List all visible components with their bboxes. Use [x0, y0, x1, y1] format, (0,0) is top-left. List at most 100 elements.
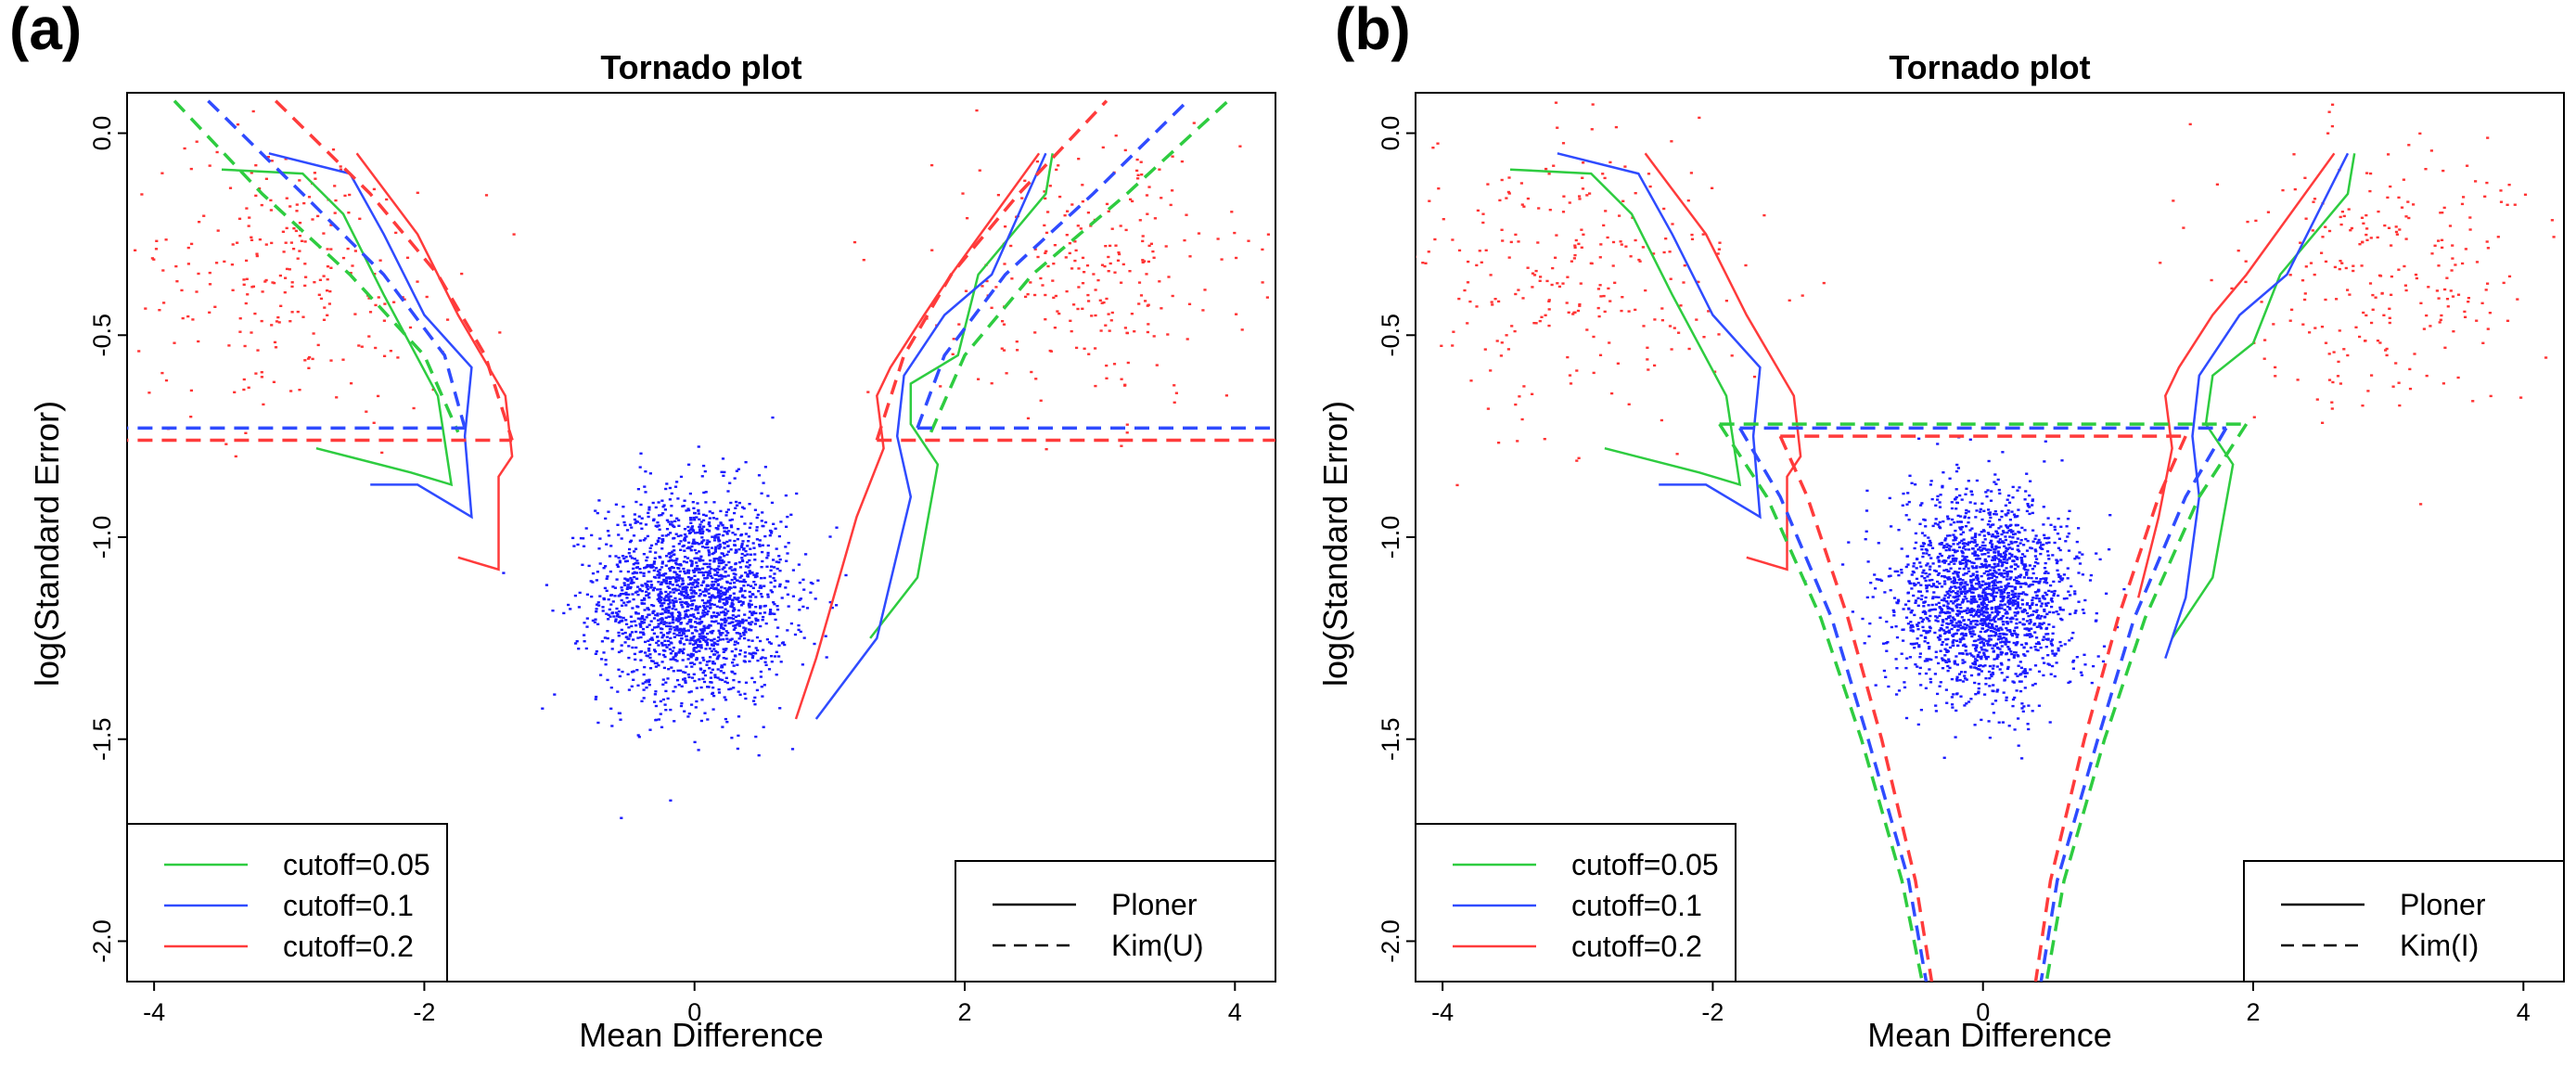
data-point: [751, 654, 755, 658]
data-point: [1938, 543, 1942, 546]
data-point: [1864, 538, 1867, 541]
data-point: [659, 618, 662, 621]
data-point: [1929, 544, 1932, 547]
data-point: [609, 545, 613, 547]
data-point: [1951, 518, 1954, 521]
data-point: [707, 551, 711, 554]
data-point: [248, 216, 251, 219]
data-point: [1928, 625, 1931, 628]
data-point: [1982, 614, 1986, 617]
data-point: [2003, 633, 2006, 636]
data-point: [1985, 495, 1989, 498]
data-point: [1943, 583, 1947, 585]
data-point: [687, 463, 691, 466]
data-point: [1972, 578, 1976, 581]
data-point: [289, 390, 293, 392]
data-point: [598, 537, 602, 540]
data-point: [656, 612, 660, 615]
data-point: [714, 586, 718, 589]
data-point: [1981, 541, 1985, 544]
data-point: [1087, 353, 1091, 355]
series-line-ploner-0_05: [221, 168, 454, 487]
data-point: [690, 608, 694, 610]
data-point: [1016, 349, 1019, 352]
data-point: [1987, 670, 1992, 674]
data-point: [1468, 300, 1472, 303]
data-point: [1997, 588, 2001, 592]
data-point: [649, 584, 654, 586]
data-point: [1925, 564, 1929, 567]
data-point: [654, 665, 658, 668]
data-point: [641, 615, 645, 618]
data-point: [628, 600, 632, 603]
data-point: [2011, 604, 2015, 607]
data-point: [689, 521, 693, 524]
data-point: [2035, 558, 2039, 560]
data-point: [698, 526, 702, 529]
data-point: [254, 372, 258, 375]
data-point: [253, 312, 257, 315]
data-point: [1924, 584, 1929, 587]
data-point: [1921, 542, 1926, 545]
data-point: [661, 506, 665, 508]
data-point: [682, 671, 686, 674]
data-point: [744, 619, 748, 622]
data-point: [2014, 593, 2018, 596]
data-point: [759, 584, 763, 587]
data-point: [1993, 658, 1996, 661]
data-point: [852, 240, 857, 244]
data-point: [1972, 597, 1976, 600]
data-point: [1968, 632, 1973, 636]
data-point: [2475, 261, 2480, 263]
data-point: [1588, 192, 1592, 195]
data-point: [1957, 586, 1961, 589]
data-point: [737, 548, 741, 551]
data-point: [1980, 607, 1984, 610]
data-point: [656, 619, 660, 622]
data-point: [686, 585, 689, 589]
x-tick-label: -2: [413, 998, 435, 1026]
data-point: [329, 359, 333, 362]
data-point: [622, 601, 626, 604]
data-point: [2019, 573, 2023, 576]
data-point: [717, 533, 721, 536]
data-point: [720, 585, 724, 589]
data-point: [620, 586, 623, 589]
data-point: [2059, 559, 2063, 561]
data-point: [607, 510, 610, 513]
data-point: [1514, 403, 1518, 406]
data-point: [2050, 638, 2055, 641]
data-point: [2052, 580, 2056, 584]
data-point: [688, 639, 692, 642]
data-point: [394, 231, 398, 235]
data-point: [730, 621, 734, 624]
data-point: [2007, 584, 2011, 588]
data-point: [2414, 273, 2418, 276]
data-point: [1431, 147, 1435, 149]
data-point: [708, 510, 711, 513]
data-point: [692, 589, 696, 593]
data-point: [2012, 513, 2017, 516]
data-point: [673, 549, 676, 552]
data-point: [647, 623, 651, 626]
data-point: [1893, 570, 1897, 573]
data-point: [755, 636, 760, 639]
data-point: [1128, 270, 1132, 273]
data-point: [1683, 264, 1686, 267]
data-point: [2009, 540, 2013, 544]
data-point: [672, 670, 675, 673]
data-point: [1910, 609, 1914, 612]
data-point: [215, 262, 219, 264]
data-point: [2020, 603, 2025, 606]
data-point: [2013, 578, 2017, 582]
data-point: [1942, 629, 1946, 632]
data-point: [1556, 126, 1559, 129]
data-point: [1942, 580, 1947, 583]
data-point: [2073, 558, 2077, 560]
data-point: [1912, 562, 1916, 565]
data-point: [706, 571, 710, 574]
data-point: [1984, 564, 1988, 568]
data-point: [1495, 340, 1499, 342]
data-point: [1993, 595, 1997, 597]
data-point: [2049, 673, 2053, 675]
